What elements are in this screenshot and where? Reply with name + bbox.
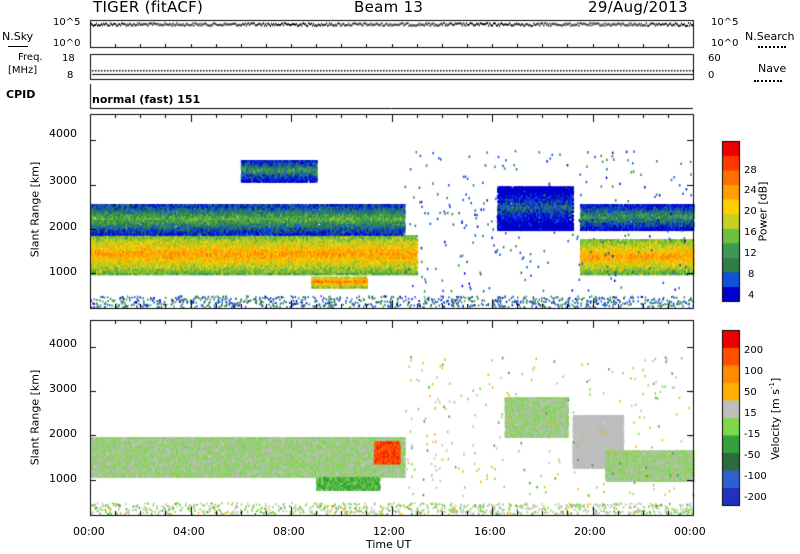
vel-cbar-tick-m100: -100 [744, 471, 767, 482]
vel-ytick-3000: 3000 [49, 382, 77, 395]
vel-cbar-tick-200: 200 [744, 345, 764, 356]
vel-ytick-1000: 1000 [49, 472, 77, 485]
power-ytick-1000: 1000 [49, 265, 77, 278]
vel-cbar-tick-100: 100 [744, 366, 764, 377]
freq-unit-label: [MHz] [8, 65, 38, 76]
nsearch-label: N.Search [745, 30, 795, 43]
freq-right-tick-top: 60 [708, 53, 721, 64]
xtick-0: 00:00 [73, 525, 105, 538]
nsearch-legend-dots [758, 46, 786, 48]
power-cbar-label: Power [dB] [756, 181, 770, 242]
vel-cbar-tick-15: 15 [744, 408, 757, 419]
xtick-3: 12:00 [373, 525, 405, 538]
power-cbar-tick-28: 28 [744, 165, 757, 176]
beam-title: Beam 13 [354, 0, 424, 16]
vel-ylabel: Slant Range [km] [28, 369, 42, 466]
power-ytick-4000: 4000 [49, 127, 77, 140]
vel-cbar-tick-m200: -200 [744, 492, 767, 503]
noise-left-tick-top: 10^5 [53, 17, 81, 28]
noise-left-tick-bottom: 10^0 [53, 38, 81, 49]
xaxis-label: Time UT [366, 538, 412, 551]
cpid-value: normal (fast) 151 [92, 93, 201, 106]
vel-ytick-2000: 2000 [49, 427, 77, 440]
nave-legend-dots [754, 80, 782, 82]
station-title: TIGER (fitACF) [93, 0, 204, 16]
nsky-label: N.Sky [2, 30, 34, 43]
vel-cbar-tick-m50: -50 [744, 450, 761, 461]
power-cbar-tick-20: 20 [744, 206, 757, 217]
power-ytick-2000: 2000 [49, 220, 77, 233]
power-cbar-tick-8: 8 [748, 269, 755, 280]
power-cbar-tick-24: 24 [744, 185, 757, 196]
power-ylabel: Slant Range [km] [28, 161, 42, 258]
vel-cbar-tick-m15: -15 [744, 429, 761, 440]
vel-ytick-4000: 4000 [49, 337, 77, 350]
power-ytick-3000: 3000 [49, 174, 77, 187]
freq-right-tick-bottom: 0 [708, 70, 715, 81]
xtick-5: 20:00 [574, 525, 606, 538]
cpid-label: CPID [6, 88, 36, 101]
power-cbar-tick-16: 16 [744, 227, 757, 238]
power-cbar-tick-4: 4 [748, 290, 755, 301]
xtick-4: 16:00 [474, 525, 506, 538]
freq-left-tick-top: 18 [62, 53, 75, 64]
xtick-2: 08:00 [273, 525, 305, 538]
vel-cbar-label: Velocity [m s-1] [768, 377, 782, 460]
date-title: 29/Aug/2013 [588, 0, 688, 16]
freq-label: Freq. [18, 52, 43, 63]
xtick-1: 04:00 [173, 525, 205, 538]
xtick-6: 00:00 [674, 525, 706, 538]
power-cbar-tick-12: 12 [744, 248, 757, 259]
nsky-legend-line [8, 46, 28, 47]
nave-label: Nave [758, 62, 787, 75]
vel-cbar-tick-50: 50 [744, 387, 757, 398]
freq-left-tick-bottom: 8 [67, 70, 74, 81]
noise-right-tick-top: 10^5 [711, 17, 739, 28]
noise-right-tick-bottom: 10^0 [711, 38, 739, 49]
